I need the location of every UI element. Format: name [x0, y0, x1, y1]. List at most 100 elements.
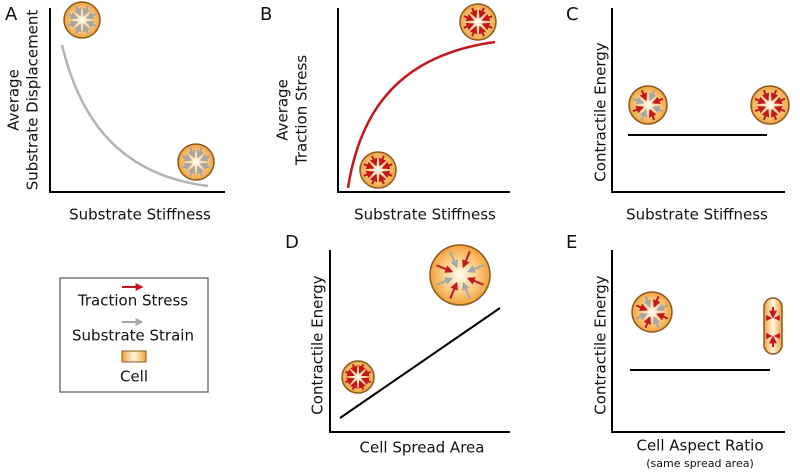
axes — [329, 250, 510, 433]
cell-arrow — [648, 108, 657, 121]
x-label: Substrate Stiffness — [69, 206, 211, 224]
cell-arrow — [635, 303, 648, 311]
cell-arrow — [635, 313, 648, 321]
cell-arrow — [85, 20, 97, 29]
axes — [337, 8, 510, 193]
x-label: Substrate Stiffness — [626, 206, 768, 224]
cell-arrow — [466, 264, 484, 273]
panel-letter: B — [260, 4, 272, 25]
y-label: Average — [5, 69, 23, 131]
cell-arrow — [358, 364, 366, 375]
cell-arrow — [73, 23, 82, 35]
cell-arrow — [754, 96, 767, 105]
cell — [459, 3, 497, 41]
cell-arrow — [369, 173, 378, 185]
cell-arrow — [345, 369, 356, 377]
cell-arrow — [187, 165, 196, 177]
curve — [346, 40, 496, 189]
cell-arrow — [85, 11, 97, 20]
cell-arrow — [363, 170, 375, 179]
y-label: Contractile Energy — [592, 275, 610, 414]
cell-arrow — [82, 5, 91, 17]
x-label: Substrate Stiffness — [354, 206, 496, 224]
cell-arrow — [481, 22, 493, 31]
legend-cell — [121, 350, 147, 363]
y-label: Contractile Energy — [309, 275, 327, 414]
cell-arrow — [761, 89, 770, 102]
cell-arrow — [369, 155, 378, 167]
cell-arrow — [350, 364, 358, 375]
cell-arrow — [643, 295, 651, 308]
cell-arrow — [381, 170, 393, 179]
legend-label: Traction Stress — [77, 292, 188, 310]
cell-arrow — [67, 11, 79, 20]
axes — [49, 8, 225, 193]
cell-arrow — [196, 165, 205, 177]
cell-arrow — [360, 369, 371, 377]
cell-arrow — [350, 379, 358, 390]
y-label: Traction Stress — [293, 55, 311, 166]
cell-arrow — [181, 162, 193, 171]
cell-arrow — [656, 313, 669, 321]
curve — [60, 44, 209, 188]
panel-letter: A — [5, 4, 18, 25]
cell-arrow — [187, 147, 196, 159]
cell-arrow — [449, 281, 458, 299]
cell-arrow — [643, 316, 651, 329]
cell-arrow — [181, 153, 193, 162]
x-note: (same spread area) — [646, 457, 754, 470]
cell-arrow — [199, 153, 211, 162]
cell-arrow — [378, 173, 387, 185]
cell-arrow — [199, 162, 211, 171]
cell-arrow — [381, 161, 393, 170]
cell-arrow — [773, 96, 786, 105]
cell-arrow — [653, 295, 661, 308]
cell-arrow — [761, 108, 770, 121]
cell-arrow — [773, 105, 786, 114]
cell-arrow — [462, 251, 471, 269]
cell — [341, 360, 375, 394]
cell-arrow — [360, 377, 371, 385]
cell-arrow — [632, 96, 645, 105]
cell-arrow — [449, 251, 458, 269]
cell — [359, 151, 397, 189]
cell-arrow — [469, 25, 478, 37]
x-label: Cell Aspect Ratio — [636, 437, 763, 455]
cell — [63, 1, 101, 39]
axes — [611, 250, 785, 433]
cell-arrow — [648, 89, 657, 102]
cell-arrow — [363, 161, 375, 170]
cell-arrow — [469, 7, 478, 19]
cell-arrow — [770, 108, 779, 121]
y-label: Substrate Displacement — [24, 10, 42, 191]
cell-arrow — [632, 105, 645, 114]
cell-arrow — [345, 377, 356, 385]
cell-arrow — [67, 20, 79, 29]
cell-arrow — [436, 277, 454, 286]
cell-arrow — [462, 281, 471, 299]
cell — [177, 143, 215, 181]
cell — [750, 85, 790, 125]
cell-arrow — [651, 105, 664, 114]
cell-arrow — [639, 108, 648, 121]
cell-arrow — [770, 89, 779, 102]
cell-arrow — [436, 264, 454, 273]
y-label: Contractile Energy — [592, 42, 610, 181]
cell — [763, 297, 783, 355]
cell-arrow — [639, 89, 648, 102]
panel-letter: C — [566, 4, 579, 25]
cell — [429, 244, 491, 306]
cell-arrow — [466, 277, 484, 286]
cell-arrow — [651, 96, 664, 105]
y-label: Average — [274, 79, 292, 141]
x-label: Cell Spread Area — [360, 439, 485, 457]
legend-label: Cell — [120, 368, 148, 386]
panel-letter: D — [285, 232, 299, 253]
cell-arrow — [481, 13, 493, 22]
cell-arrow — [463, 22, 475, 31]
cell-arrow — [478, 7, 487, 19]
legend-box — [59, 277, 209, 393]
cell-arrow — [478, 25, 487, 37]
cell-arrow — [82, 23, 91, 35]
